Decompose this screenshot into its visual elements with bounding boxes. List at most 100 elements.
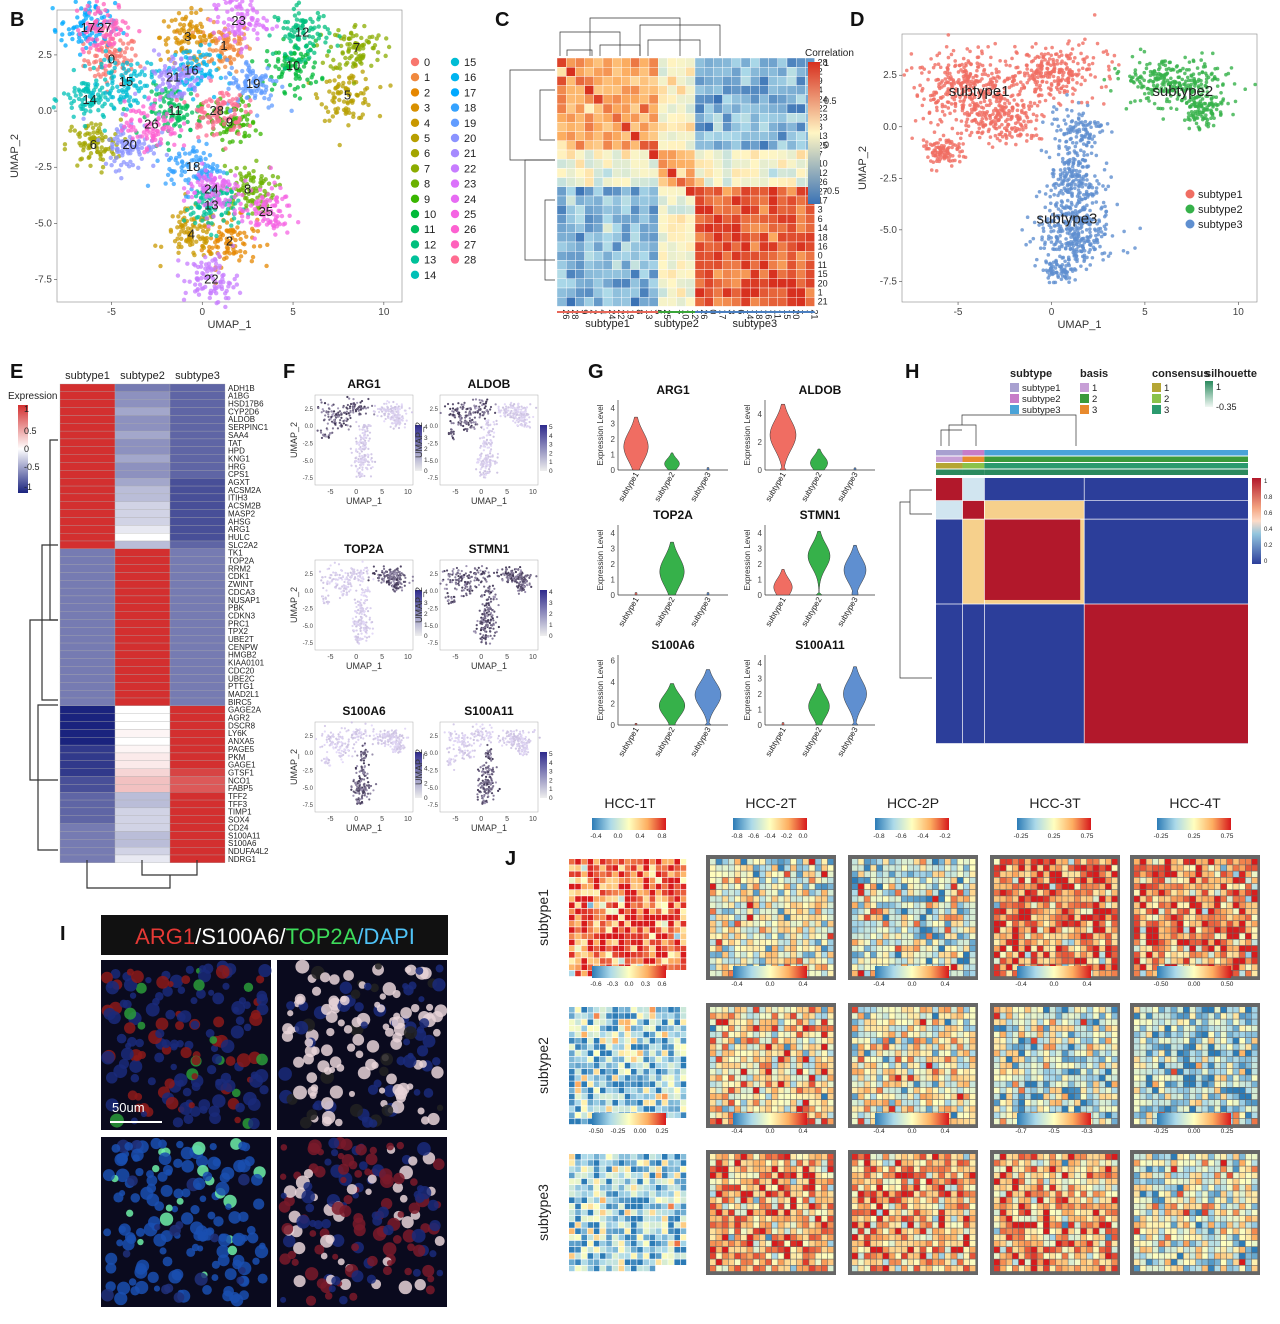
heatmap-cell	[777, 177, 788, 188]
heatmap-cell	[667, 297, 677, 307]
point	[1041, 268, 1046, 273]
cluster-point	[220, 276, 225, 282]
point	[1085, 55, 1089, 59]
cluster-point	[114, 155, 119, 160]
heatmap-cell	[694, 214, 705, 224]
cluster-point	[245, 208, 250, 213]
cluster-point	[242, 36, 247, 41]
cluster-point	[151, 69, 156, 74]
cluster-point	[113, 32, 119, 38]
cluster-point	[158, 244, 164, 250]
point	[975, 55, 980, 60]
cluster-point	[238, 139, 243, 145]
cluster-point	[197, 282, 203, 287]
point	[1010, 56, 1014, 61]
point	[1037, 136, 1042, 141]
cluster-point	[238, 50, 244, 55]
heatmap-cell	[796, 94, 806, 105]
heatmap-cell	[602, 297, 613, 307]
heatmap-cell	[676, 287, 686, 298]
heatmap-cell	[612, 131, 622, 142]
cluster-point	[242, 250, 248, 255]
point	[1189, 73, 1193, 78]
cluster-point	[98, 57, 103, 63]
cluster-point	[219, 284, 224, 289]
cluster-point	[282, 89, 287, 95]
point	[1197, 72, 1202, 76]
heatmap-cell	[713, 112, 723, 123]
heatmap-cell	[768, 76, 778, 86]
cluster-point	[199, 24, 205, 30]
cluster-point	[362, 23, 367, 29]
heatmap-cell	[694, 260, 705, 270]
heatmap-cell	[685, 66, 696, 77]
heatmap-cell	[740, 269, 751, 280]
heatmap-cell	[796, 186, 806, 197]
heatmap-cell	[694, 278, 705, 289]
cluster-point	[172, 142, 177, 148]
heatmap-cell	[676, 57, 686, 68]
heatmap-cell	[694, 94, 705, 105]
heatmap-cell	[731, 168, 742, 178]
cluster-point	[224, 236, 230, 241]
heatmap-cell	[704, 232, 714, 243]
cluster-point	[111, 20, 117, 26]
cluster-point	[75, 163, 80, 168]
row-label: 21	[818, 297, 828, 307]
cluster-point	[214, 67, 219, 73]
cluster-point	[220, 204, 225, 209]
heatmap-cell	[740, 112, 751, 123]
legend-label: 6	[424, 148, 430, 160]
legend-swatch	[410, 118, 420, 128]
point	[931, 97, 936, 102]
heatmap-cell	[575, 278, 585, 289]
cluster-point	[351, 114, 356, 120]
heatmap-cell	[639, 158, 650, 169]
cluster-point	[223, 197, 228, 203]
heatmap-cell	[602, 177, 613, 188]
heatmap-cell	[584, 186, 594, 197]
heatmap-cell	[612, 223, 622, 234]
heatmap-cell	[759, 214, 769, 224]
legend-tick: -0.5	[824, 186, 840, 196]
cluster-point	[266, 96, 272, 102]
heatmap-cell	[639, 122, 650, 132]
heatmap-cell	[759, 177, 769, 188]
point	[1025, 67, 1029, 71]
cluster-point	[192, 88, 198, 93]
heatmap-cell	[759, 250, 769, 261]
cluster-point	[225, 179, 231, 184]
cluster-point	[118, 53, 124, 58]
cluster-point	[289, 108, 294, 114]
point	[987, 127, 991, 132]
point	[1087, 63, 1091, 67]
heatmap-cell	[750, 112, 760, 123]
point	[962, 69, 967, 74]
heatmap-cell	[768, 94, 778, 105]
point	[1027, 107, 1032, 111]
cluster-point	[181, 143, 187, 148]
heatmap-cell	[593, 158, 604, 169]
point	[961, 56, 966, 61]
cluster-point	[274, 24, 280, 29]
heatmap-cell	[648, 85, 659, 95]
heatmap-cell	[621, 76, 631, 86]
cluster-point	[145, 183, 151, 189]
cluster-point	[176, 214, 181, 219]
point	[993, 41, 998, 46]
cluster-point	[52, 27, 58, 33]
point	[1077, 43, 1081, 47]
heatmap-cell	[768, 177, 778, 188]
point	[927, 70, 932, 74]
cluster-point	[255, 17, 260, 23]
cluster-point	[347, 110, 352, 116]
cluster-point	[176, 250, 181, 256]
point	[1013, 121, 1018, 126]
cluster-point	[296, 0, 302, 5]
cluster-point	[233, 237, 238, 243]
heatmap-cell	[740, 158, 751, 169]
y-tick-label: 2.5	[38, 50, 52, 61]
point	[986, 73, 991, 78]
point	[1014, 65, 1018, 70]
point	[1040, 80, 1044, 84]
